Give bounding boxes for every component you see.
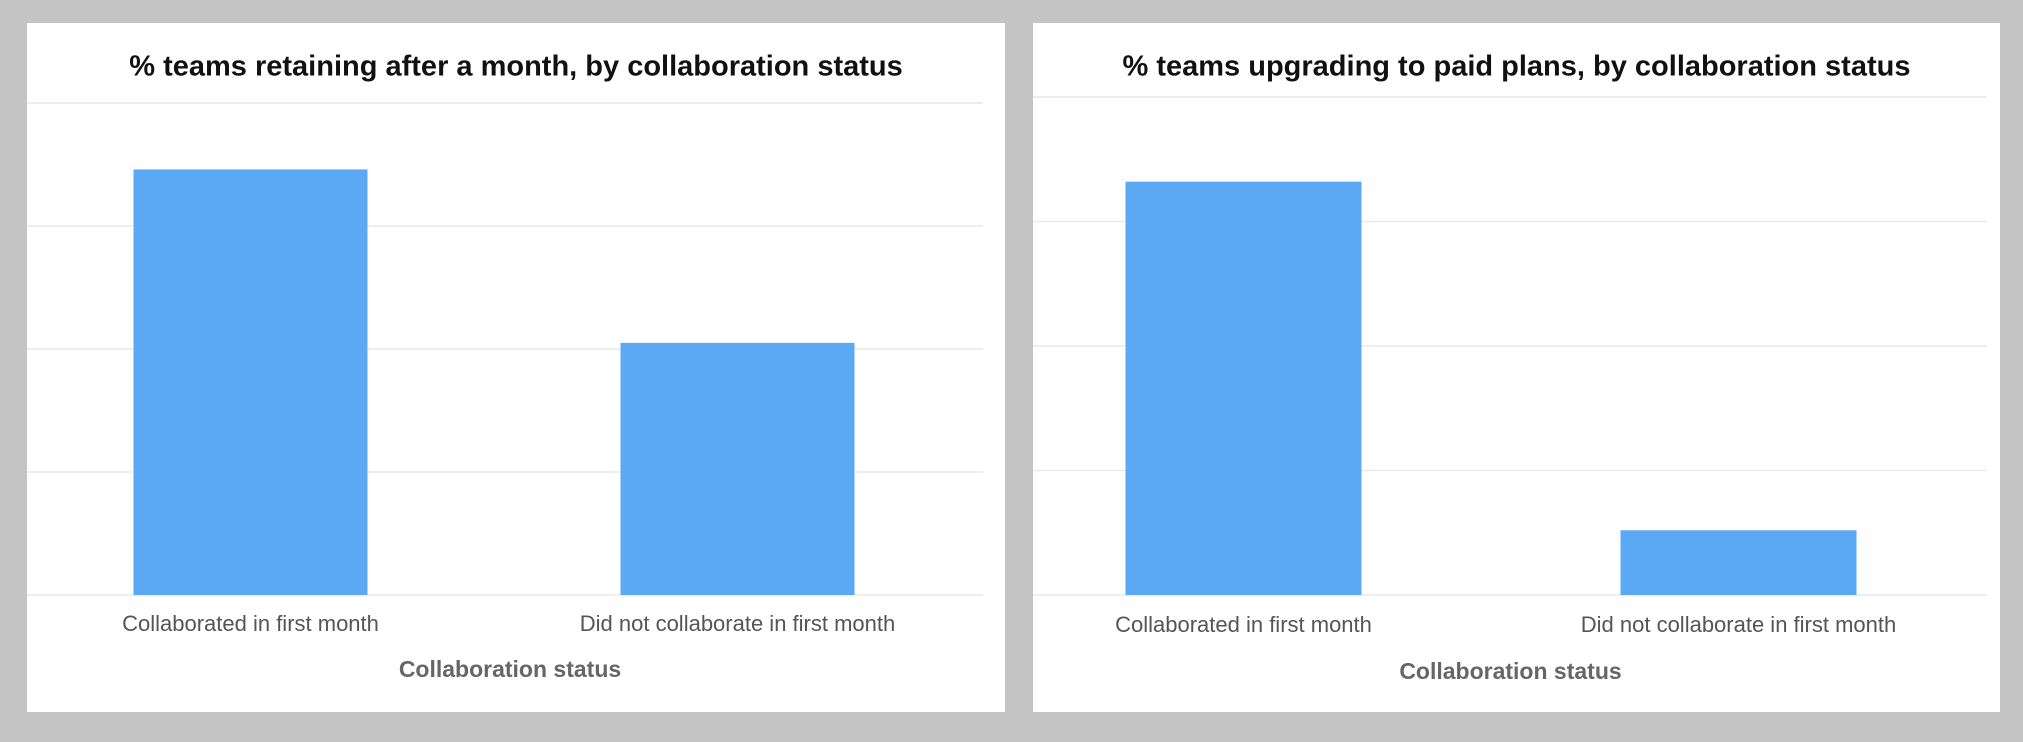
chart-title: % teams retaining after a month, by coll… [129,51,902,83]
x-axis-title: Collaboration status [399,656,621,682]
bar [1620,530,1857,595]
chart-panel: % teams upgrading to paid plans, by coll… [1033,23,2000,712]
bar [133,169,368,596]
x-tick-label: Collaborated in first month [1115,612,1372,637]
chart-panel: % teams retaining after a month, by coll… [27,23,1005,712]
x-axis-title: Collaboration status [1399,658,1621,684]
bar [620,342,855,595]
x-tick-label: Did not collaborate in first month [580,611,896,636]
x-tick-label: Did not collaborate in first month [1581,612,1897,637]
chart-title: % teams upgrading to paid plans, by coll… [1123,51,1911,83]
bar [1125,181,1362,595]
x-tick-label: Collaborated in first month [122,611,379,636]
